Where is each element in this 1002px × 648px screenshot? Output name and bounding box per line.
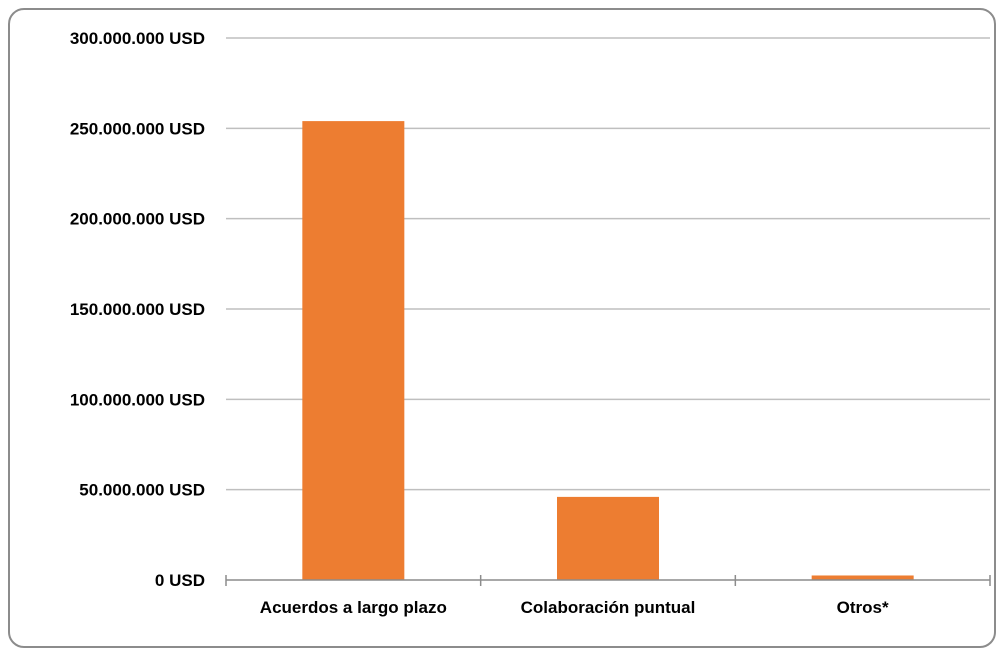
x-category-label: Colaboración puntual <box>521 598 696 617</box>
x-axis <box>225 575 991 586</box>
y-tick-label: 50.000.000 USD <box>79 481 205 500</box>
y-axis-tick-labels: 0 USD 50.000.000 USD 100.000.000 USD 150.00… <box>70 29 205 590</box>
x-category-label: Acuerdos a largo plazo <box>260 598 447 617</box>
bars <box>302 121 914 581</box>
bar <box>302 121 405 581</box>
x-category-label: Otros* <box>837 598 889 617</box>
y-tick-label: 300.000.000 USD <box>70 29 205 48</box>
chart-frame <box>8 8 996 648</box>
bar-chart: 0 USD 50.000.000 USD 100.000.000 USD 150.00… <box>70 29 991 617</box>
y-tick-label: 100.000.000 USD <box>70 390 205 409</box>
bar <box>557 496 659 580</box>
bar <box>811 575 914 580</box>
y-tick-label: 0 USD <box>155 571 205 590</box>
y-tick-label: 250.000.000 USD <box>70 119 205 138</box>
y-tick-label: 200.000.000 USD <box>70 210 205 229</box>
x-axis-category-labels: Acuerdos a largo plazo Colaboración puntu… <box>260 598 889 617</box>
y-tick-label: 150.000.000 USD <box>70 300 205 319</box>
